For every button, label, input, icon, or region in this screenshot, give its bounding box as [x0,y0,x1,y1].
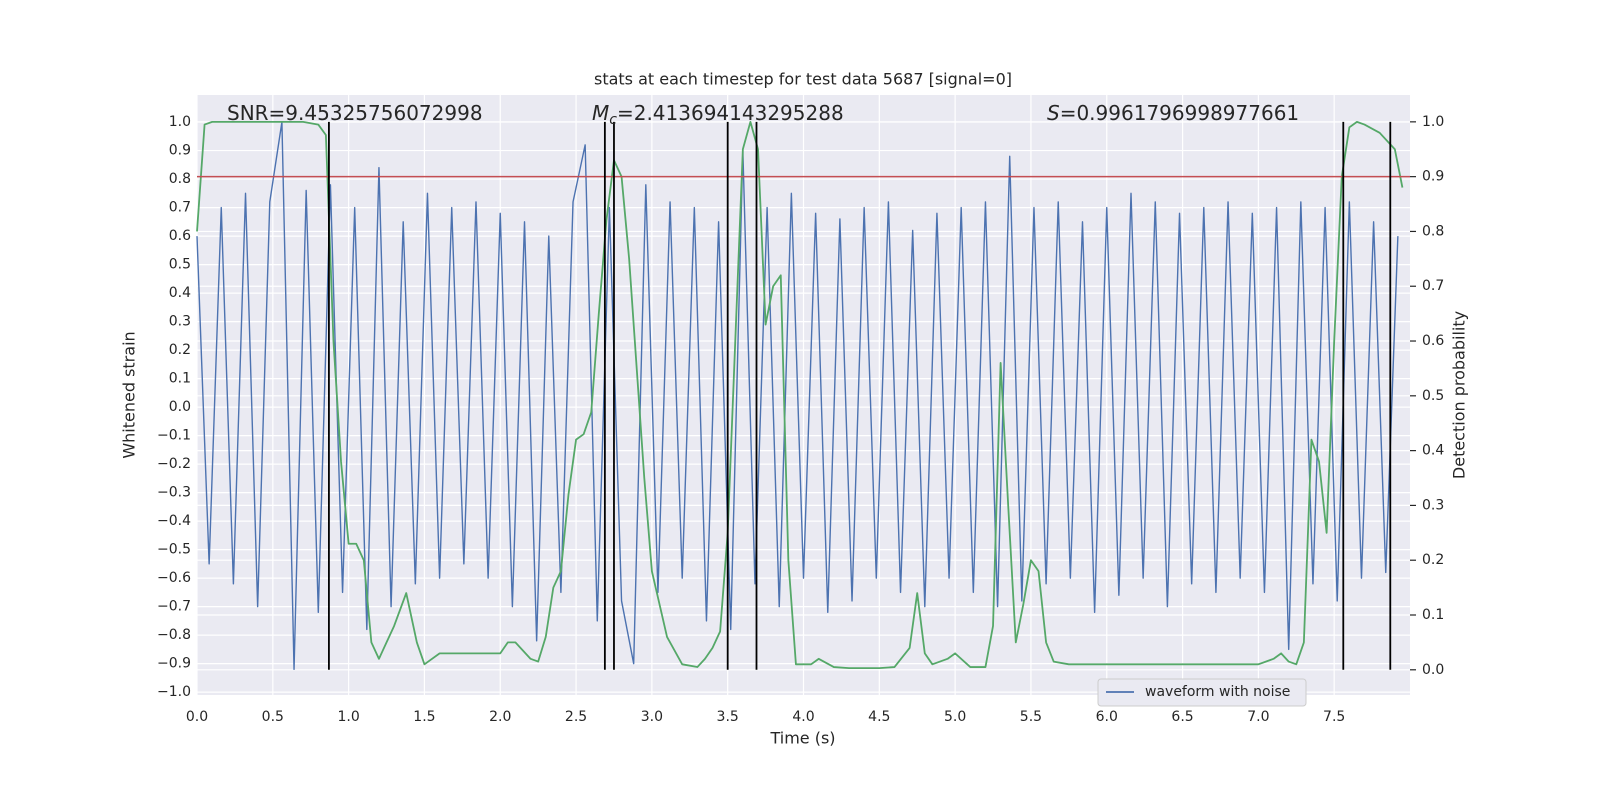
y2-tick-label: 0.1 [1422,607,1444,623]
x-tick-label: 5.0 [944,709,966,725]
y-tick-label: 0.8 [169,171,191,187]
y-tick-label: 0.3 [169,314,191,330]
y2-tick-label: 1.0 [1422,114,1444,130]
x-tick-label: 0.0 [186,709,208,725]
y-tick-label: −0.7 [157,599,191,615]
y2-tick-label: 0.6 [1422,333,1444,349]
y-tick-label: −1.0 [157,684,191,700]
x-tick-label: 5.5 [1020,709,1042,725]
annotation-text: =0.9961796998977661 [1060,101,1299,125]
chart-title: stats at each timestep for test data 568… [594,70,1012,89]
y2-tick-label: 0.0 [1422,662,1444,678]
x-tick-label: 4.5 [868,709,890,725]
x-tick-label: 7.5 [1323,709,1345,725]
x-tick-label: 2.0 [489,709,511,725]
x-tick-label: 2.5 [565,709,587,725]
y2-tick-label: 0.3 [1422,497,1444,513]
y-tick-label: −0.4 [157,513,191,529]
y2-tick-label: 0.9 [1422,169,1444,185]
y2-tick-label: 0.5 [1422,388,1444,404]
y-tick-label: −0.2 [157,456,191,472]
x-tick-label: 6.5 [1171,709,1193,725]
x-axis-label: Time (s) [769,729,835,748]
y-tick-label: −0.9 [157,656,191,672]
legend-box [1097,678,1307,707]
legend: waveform with noise [1097,678,1307,707]
x-tick-label: 7.0 [1247,709,1269,725]
y-tick-label: 0.4 [169,285,191,301]
y-tick-label: −0.6 [157,570,191,586]
x-tick-label: 1.5 [413,709,435,725]
y2-tick-label: 0.4 [1422,443,1444,459]
series-line [196,120,1404,670]
annotation-symbol: S [1047,101,1060,125]
series-line [196,121,1399,671]
annotation: Mc=2.413694143295288 [592,101,844,129]
y-axis-label: Whitened strain [120,331,139,458]
y-tick-label: 1.0 [169,114,191,130]
annotation-symbol: M [592,101,609,125]
y-tick-label: −0.1 [157,428,191,444]
y-tick-label: 0.5 [169,257,191,273]
y-tick-label: −0.5 [157,542,191,558]
y-tick-label: 0.0 [169,399,191,415]
y-tick-label: 0.6 [169,228,191,244]
y-tick-label: −0.3 [157,485,191,501]
x-tick-label: 3.5 [717,709,739,725]
y-tick-label: 0.2 [169,342,191,358]
legend-label: waveform with noise [1145,684,1290,700]
y-tick-label: 0.7 [169,200,191,216]
marks [196,120,1410,671]
y2-axis-label: Detection probability [1450,311,1469,479]
x-tick-label: 4.0 [792,709,814,725]
annotation-text: SNR=9.45325756072998 [227,101,483,125]
x-tick-label: 6.0 [1096,709,1118,725]
annotation: SNR=9.45325756072998 [227,101,483,125]
y2-tick-label: 0.8 [1422,223,1444,239]
y2-tick-label: 0.7 [1422,278,1444,294]
x-tick-label: 0.5 [262,709,284,725]
y-tick-label: 0.9 [169,143,191,159]
y-tick-label: −0.8 [157,627,191,643]
annotation-subscript: c [609,112,617,128]
y-tick-label: 0.1 [169,371,191,387]
annotation: S=0.9961796998977661 [1047,101,1299,125]
annotation-text: =2.413694143295288 [617,101,844,125]
x-tick-label: 3.0 [641,709,663,725]
y2-tick-label: 0.2 [1422,552,1444,568]
x-tick-label: 1.0 [337,709,359,725]
